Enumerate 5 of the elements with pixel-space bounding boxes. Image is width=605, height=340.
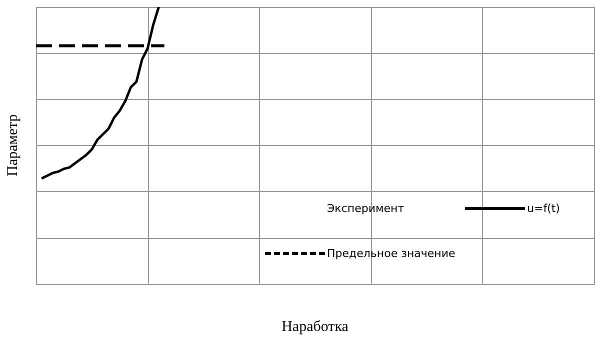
text: u=f(t) <box>527 202 560 215</box>
x-axis-title: Наработка <box>282 318 349 335</box>
annotation: Эксперимент <box>327 202 404 215</box>
text: Предельное значение <box>327 247 456 260</box>
y-axis-title: Параметр <box>4 114 21 176</box>
